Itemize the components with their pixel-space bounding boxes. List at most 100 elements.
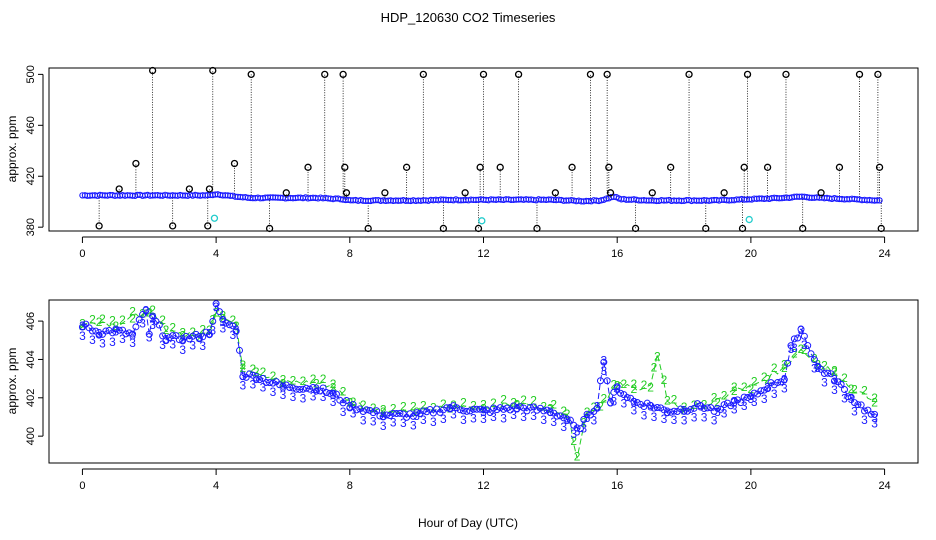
bottom-series-3-marker: [576, 425, 584, 433]
bottom-series-3-label: 3: [540, 413, 547, 427]
bottom-series-2-label: 2: [751, 374, 758, 388]
bottom-series-3-marker: [807, 350, 815, 358]
bottom-series-2-label: 2: [871, 391, 878, 405]
top-cyan-marker: [210, 214, 219, 222]
top-spike-marker: [247, 70, 255, 79]
bottom-series-3-marker: [306, 385, 314, 393]
bottom-series-3-label: 3: [179, 343, 186, 357]
bottom-series-2-key-label: 2: [781, 361, 788, 375]
bottom-series-3-marker: [373, 407, 381, 415]
bottom-series-2-label: 2: [651, 360, 658, 374]
bottom-series-2-label: 2: [711, 391, 718, 405]
top-spike-marker: [265, 224, 274, 233]
top-x-tick-label: 4: [213, 248, 219, 260]
bottom-series-2-label: 2: [149, 303, 156, 317]
top-spike-marker: [185, 185, 194, 193]
bottom-series-3-label: 3: [460, 413, 467, 427]
bottom-series-line-2: [82, 308, 875, 459]
bottom-series-3-marker: [192, 330, 200, 338]
bottom-series-3-marker: [389, 409, 397, 417]
bottom-series-3-marker: [476, 405, 484, 413]
bottom-series-3-marker: [800, 332, 808, 340]
bottom-series-3-marker: [319, 384, 327, 392]
bottom-series-3-key-label: 3: [584, 411, 591, 425]
bottom-series-2-label: 2: [570, 434, 577, 448]
bottom-series-2-label: 2: [500, 392, 507, 406]
bottom-series-3-label: 3: [480, 412, 487, 426]
bottom-series-2-label: 2: [189, 325, 196, 339]
bottom-series-3-marker: [266, 379, 274, 387]
bottom-series-3-marker: [246, 370, 254, 378]
bottom-series-3-marker: [780, 376, 788, 384]
bottom-series-3-key-label: 3: [564, 413, 571, 427]
bottom-series-3-marker: [717, 405, 725, 413]
bottom-series-3-marker: [379, 413, 387, 421]
bottom-series-3-key-label: 3: [681, 403, 688, 417]
bottom-series-3-label: 3: [280, 388, 287, 402]
bottom-series-3-marker: [112, 325, 120, 333]
bottom-series-3-marker: [135, 316, 143, 324]
bottom-series-2-label: 2: [791, 346, 798, 360]
bottom-series-3-label: 3: [159, 338, 166, 352]
bottom-series-3-label: 3: [390, 415, 397, 429]
bottom-series-2-label: 2: [260, 365, 267, 379]
bottom-series-3-marker: [687, 405, 695, 413]
bottom-series-3-label: 3: [189, 338, 196, 352]
bottom-series-3-label: 3: [721, 407, 728, 421]
bottom-series-3-marker: [155, 321, 163, 329]
bottom-series-3-marker: [209, 317, 217, 325]
top-spike-marker: [720, 189, 728, 197]
bottom-series-3-marker: [563, 415, 571, 423]
top-cyan-marker: [745, 215, 753, 224]
bottom-series-3-key-label: 3: [79, 319, 86, 333]
top-spike-marker: [474, 224, 483, 233]
bottom-series-3-marker: [573, 424, 581, 432]
bottom-series-3-key-label: 3: [748, 392, 755, 406]
bottom-series-2-key-label: 2: [330, 380, 337, 394]
top-spike-marker: [339, 70, 347, 79]
bottom-series-2-key-label: 2: [380, 405, 387, 419]
bottom-x-tick-label: 0: [79, 480, 85, 492]
bottom-series-2-key-label: 2: [146, 306, 153, 320]
bottom-series-3-label: 3: [851, 405, 858, 419]
top-baseline-marker: [876, 197, 883, 204]
bottom-series-2-label: 2: [530, 394, 537, 408]
bottom-series-3-label: 3: [79, 329, 86, 343]
bottom-series-3-label: 3: [691, 410, 698, 424]
bottom-series-3-marker: [764, 385, 772, 393]
bottom-series-3-label: 3: [250, 377, 257, 391]
bottom-series-3-key-label: 3: [380, 409, 387, 423]
bottom-series-3-marker: [864, 406, 872, 414]
bottom-series-3-marker: [804, 342, 812, 350]
top-cyan-marker: [478, 217, 486, 225]
bottom-series-3-marker: [546, 409, 554, 417]
bottom-series-2-label: 2: [280, 372, 287, 386]
bottom-series-2-key-label: 2: [871, 396, 878, 410]
top-spike-marker: [874, 70, 882, 79]
bottom-series-3-marker: [713, 404, 721, 412]
bottom-x-tick-label: 12: [477, 480, 489, 492]
bottom-series-2-label: 2: [209, 312, 216, 326]
bottom-series-2-label: 2: [771, 361, 778, 375]
top-x-tick-label: 0: [79, 248, 85, 260]
bottom-series-2-label: 2: [681, 400, 688, 414]
bottom-series-2-key-label: 2: [614, 378, 621, 392]
bottom-series-3-marker: [600, 358, 608, 366]
bottom-series-3-marker: [349, 401, 357, 409]
top-x-tick-label: 16: [611, 248, 623, 260]
bottom-series-2-key-label: 2: [748, 382, 755, 396]
top-x-tick-label: 8: [347, 248, 353, 260]
bottom-series-3-key-label: 3: [163, 332, 170, 346]
bottom-series-3-key-label: 3: [313, 382, 320, 396]
bottom-series-3-marker: [259, 374, 267, 382]
bottom-series-3-label: 3: [400, 416, 407, 430]
bottom-series-3-marker: [486, 409, 494, 417]
bottom-series-3-marker: [787, 342, 795, 350]
bottom-series-3-marker: [296, 385, 304, 393]
bottom-series-3-marker: [774, 379, 782, 387]
bottom-series-3-marker: [299, 385, 307, 393]
bottom-series-3-label: 3: [450, 408, 457, 422]
bottom-series-3-label: 3: [350, 407, 357, 421]
bottom-series-3-marker: [139, 311, 147, 319]
bottom-series-2-label: 2: [430, 400, 437, 414]
